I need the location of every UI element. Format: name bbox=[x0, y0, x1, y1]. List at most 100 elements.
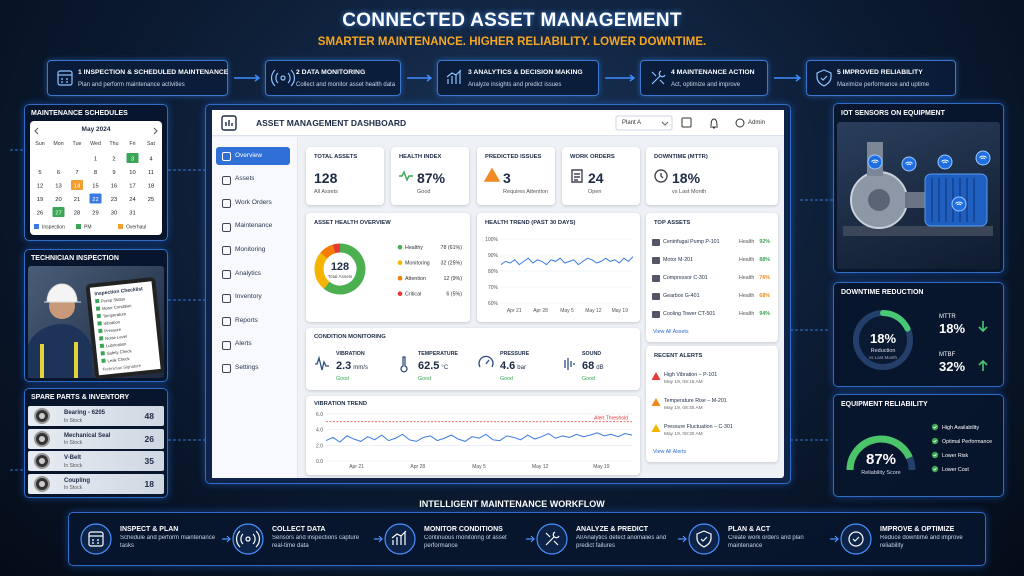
view-all-link[interactable]: View All Assets bbox=[653, 329, 689, 335]
step-card: 2 DATA MONITORING Collect and monitor ass… bbox=[265, 60, 401, 96]
part-hole bbox=[39, 458, 45, 464]
nav-label: Maintenance bbox=[235, 222, 273, 230]
equipment-illustration bbox=[843, 142, 993, 236]
part-qty: 26 bbox=[144, 433, 154, 444]
day-highlight bbox=[52, 207, 65, 217]
icon-part bbox=[57, 70, 73, 86]
flow-arrow bbox=[526, 535, 535, 543]
nav-label: Assets bbox=[235, 175, 255, 183]
card-title: VIBRATION TREND bbox=[314, 401, 368, 407]
icon-part bbox=[700, 536, 708, 542]
x-tick-label: May 5 bbox=[472, 464, 486, 470]
step-text: Analyze insights and predict issues bbox=[468, 82, 562, 88]
condition-icon bbox=[400, 356, 408, 373]
nav-item[interactable]: Work Orders bbox=[216, 194, 290, 212]
view-all-link[interactable]: View All Alerts bbox=[653, 449, 687, 455]
value-label: 78 (61%) bbox=[441, 245, 463, 251]
panel-title: TECHNICIAN INSPECTION bbox=[31, 255, 119, 262]
donut-segment bbox=[320, 244, 336, 259]
alerts-card: RECENT ALERTS High Vibration – P-101 May 1… bbox=[646, 346, 778, 462]
condition-status: Good bbox=[418, 376, 431, 382]
step-title: 3 ANALYTICS & DECISION MAKING bbox=[468, 69, 583, 76]
day-highlight bbox=[71, 180, 83, 190]
nav-item[interactable]: Assets bbox=[216, 171, 290, 189]
alert-icons bbox=[651, 372, 661, 432]
gauge-arc bbox=[846, 435, 913, 471]
asset-name: Cooling Tower CT-501 bbox=[663, 311, 716, 317]
x-tick-label: Apr 28 bbox=[410, 464, 425, 470]
day: 31 bbox=[129, 211, 135, 217]
nav-glyph bbox=[222, 317, 231, 327]
gauge-note: vs Last Month bbox=[869, 355, 898, 360]
nav-item[interactable]: Inventory bbox=[216, 289, 290, 307]
icon bbox=[88, 531, 104, 547]
condition-status: Good bbox=[336, 376, 349, 382]
icon bbox=[446, 69, 462, 84]
nav-item[interactable]: Settings bbox=[216, 359, 290, 377]
icon bbox=[816, 69, 832, 87]
nav-item[interactable]: Alerts bbox=[216, 336, 290, 354]
nav-item[interactable]: Reports bbox=[216, 312, 290, 330]
step-icon bbox=[651, 70, 666, 85]
y-tick-label: 70% bbox=[488, 285, 499, 291]
kpi-label: TOTAL ASSETS bbox=[314, 154, 358, 160]
icon-part bbox=[545, 531, 560, 546]
nav-item[interactable]: Overview bbox=[216, 147, 290, 165]
icon-part bbox=[245, 536, 251, 542]
nav-icon bbox=[222, 270, 231, 279]
subtitle: SMARTER MAINTENANCE. HIGHER RELIABILITY.… bbox=[317, 36, 707, 48]
reliability-item: Lower Cost bbox=[942, 467, 969, 473]
flow-arrow bbox=[234, 74, 261, 82]
worker-body bbox=[28, 324, 92, 378]
kpi-card: TOTAL ASSETS 128 All Assets bbox=[306, 147, 384, 205]
workflow-step-title: ANALYZE & PREDICT bbox=[576, 526, 649, 533]
vibration-trend-card: VIBRATION TREND bbox=[306, 396, 640, 475]
plant-select-label[interactable]: Plant A bbox=[622, 120, 642, 126]
part-qty: 48 bbox=[144, 411, 154, 421]
nav-icon bbox=[222, 364, 231, 374]
workflow-step-title: IMPROVE & OPTIMIZE bbox=[880, 526, 955, 533]
user-menu[interactable]: Admin bbox=[748, 120, 766, 126]
check-mark bbox=[933, 453, 937, 457]
workflow-step-text-box: Continuous monitoring of asset performan… bbox=[424, 535, 507, 549]
kpi-card: HEALTH INDEX 87% Good bbox=[391, 147, 469, 205]
header-icons bbox=[221, 115, 745, 131]
donut-segment bbox=[314, 252, 330, 289]
select-caret bbox=[661, 121, 669, 126]
legend-dot bbox=[397, 291, 403, 296]
check-box bbox=[98, 328, 103, 334]
workflow-step-text-box: Sensors and inspections capture real-tim… bbox=[272, 535, 359, 549]
legend-label: PM bbox=[84, 225, 92, 231]
top-assets-card: TOP ASSETS Centrifugal Pump P-101 Health 92… bbox=[646, 213, 778, 342]
kpi-label: HEALTH INDEX bbox=[399, 154, 442, 160]
day: 8 bbox=[94, 170, 97, 176]
base-plate bbox=[843, 226, 993, 236]
checklist-title: Inspection Checklist bbox=[94, 286, 143, 297]
metric-value: 18% bbox=[939, 321, 965, 336]
gauge-arc bbox=[853, 310, 913, 370]
alert-icon bbox=[651, 372, 661, 380]
step-ring bbox=[384, 523, 416, 555]
nav-label: Monitoring bbox=[235, 245, 266, 253]
trend-arrow bbox=[978, 359, 988, 371]
nav-item[interactable]: Analytics bbox=[216, 265, 290, 283]
day: 13 bbox=[55, 184, 61, 190]
asset-name: Compressor C-301 bbox=[663, 275, 708, 281]
check-box bbox=[99, 343, 105, 349]
day-highlight bbox=[126, 153, 139, 163]
nav-glyph bbox=[222, 246, 231, 256]
part-status: In Stock bbox=[64, 485, 83, 491]
condition-value: 4.6 bbox=[500, 360, 516, 372]
nav-item[interactable]: Monitoring bbox=[216, 241, 290, 259]
nav-glyph bbox=[222, 364, 231, 374]
condition-unit: dB bbox=[596, 365, 604, 371]
day: 19 bbox=[37, 197, 43, 203]
panel-title: IOT SENSORS ON EQUIPMENT bbox=[841, 110, 945, 117]
nav-label: Settings bbox=[235, 363, 259, 371]
nav-item[interactable]: Maintenance bbox=[216, 218, 290, 236]
workflow-step-text-box: Schedule and perform maintenance tasks bbox=[120, 535, 215, 549]
icon bbox=[545, 531, 560, 546]
y-tick-label: 60% bbox=[488, 301, 499, 307]
day: 11 bbox=[148, 170, 154, 176]
alert-icon bbox=[651, 424, 661, 432]
